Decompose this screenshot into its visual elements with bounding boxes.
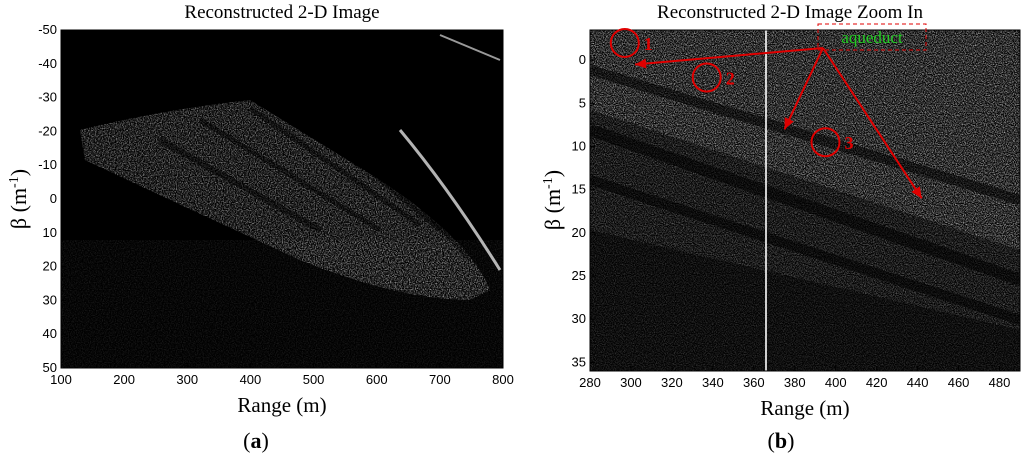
panel-b-x-tick-label: 320: [661, 375, 683, 390]
panel-a-x-tick-label: 800: [492, 372, 514, 387]
callout-arrowhead: [635, 58, 647, 69]
panel-b-x-tick-label: 380: [784, 375, 806, 390]
panel-b: Reconstructed 2-D Image Zoom In 280 300 32…: [540, 2, 1021, 453]
callout-arrow: [634, 47, 824, 66]
panel-b-xlabel: Range (m): [760, 396, 849, 420]
panel-a-y-tick-label: -30: [38, 90, 57, 105]
panel-a-y-tick-label: 20: [43, 259, 57, 274]
panel-b-frame: [589, 29, 1021, 372]
panel-a-y-tick-label: -20: [38, 123, 57, 138]
annotation-circle: [609, 27, 640, 58]
panel-b-y-tick-label: 10: [572, 139, 586, 154]
panel-a-y-tick-label: 40: [43, 326, 57, 341]
panel-a-y-tick-label: 0: [50, 191, 57, 206]
callout-label: aqueduct: [841, 28, 903, 47]
panel-a-title: Reconstructed 2-D Image: [184, 2, 379, 23]
callout-box: [817, 23, 927, 51]
panel-b-x-tick-label: 280: [579, 375, 601, 390]
panel-b-y-tick-label: 5: [579, 95, 586, 110]
panel-a-xlabel: Range (m): [237, 393, 326, 417]
panel-b-x-tick-label: 340: [702, 375, 724, 390]
panel-b-x-tick-label: 480: [989, 375, 1011, 390]
panel-a-y-tick-label: 50: [43, 360, 57, 375]
annotation-number: 3: [844, 133, 853, 153]
panel-b-label: (b): [768, 428, 795, 453]
panel-b-x-tick-label: 460: [948, 375, 970, 390]
panel-b-x-tick-label: 400: [825, 375, 847, 390]
panel-a-y-tick-label: -50: [38, 22, 57, 37]
callout-arrow: [822, 47, 923, 199]
annotation-circle: [810, 127, 841, 158]
panel-a-y-tick-label: -40: [38, 56, 57, 71]
panel-a-x-tick-label: 400: [240, 372, 262, 387]
panel-a-x-tick-label: 500: [303, 372, 325, 387]
panel-b-y-tick-label: 0: [579, 52, 586, 67]
panel-b-y-tick-label: 20: [572, 225, 586, 240]
annotation-circle: [691, 62, 722, 93]
panel-b-x-tick-label: 420: [866, 375, 888, 390]
callout-arrow: [783, 47, 824, 130]
panel-b-x-tick-label: 360: [743, 375, 765, 390]
panel-b-ylabel: β (m-1): [540, 170, 565, 230]
panel-b-y-tick-label: 35: [572, 354, 586, 369]
panel-b-y-tick-label: 30: [572, 311, 586, 326]
panel-a-x-tick-label: 600: [366, 372, 388, 387]
panel-a-y-tick-label: 30: [43, 292, 57, 307]
panel-a-y-tick-label: 10: [43, 225, 57, 240]
panel-b-x-tick-label: 440: [907, 375, 929, 390]
annotation-number: 1: [644, 34, 653, 54]
panel-a-x-tick-label: 200: [113, 372, 135, 387]
panel-b-title: Reconstructed 2-D Image Zoom In: [657, 2, 923, 23]
panel-a-image: [61, 34, 503, 368]
panel-a-x-tick-label: 300: [176, 372, 198, 387]
panel-a-x-tick-label: 700: [429, 372, 451, 387]
panel-a-x-tick-label: 100: [50, 372, 72, 387]
panel-b-y-tick-label: 15: [572, 182, 586, 197]
annotation-number: 2: [726, 68, 735, 88]
panel-a: Reconstructed 2-D Image 100 200 300 400 500 6…: [6, 2, 514, 453]
panel-a-y-tick-label: -10: [38, 157, 57, 172]
panel-a-label: (a): [243, 428, 269, 453]
callout-arrowhead: [784, 117, 794, 130]
panel-b-y-tick-label: 25: [572, 268, 586, 283]
callout-arrowhead: [911, 186, 922, 199]
panel-a-ylabel: β (m-1): [6, 169, 31, 229]
panel-b-image: [590, 30, 1020, 371]
panel-b-x-tick-label: 300: [620, 375, 642, 390]
